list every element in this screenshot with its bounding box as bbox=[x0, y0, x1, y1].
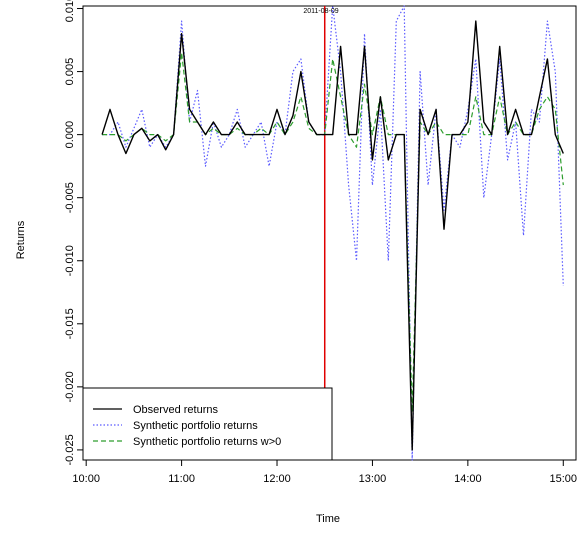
legend-label-synthetic: Synthetic portfolio returns bbox=[133, 420, 258, 432]
series-synthetic-positive-returns bbox=[102, 52, 564, 413]
legend-box bbox=[82, 387, 333, 461]
y-tick-label: -0.025 bbox=[64, 434, 76, 465]
y-tick-label: -0.010 bbox=[64, 245, 76, 276]
legend: Observed returns Synthetic portfolio ret… bbox=[82, 387, 333, 461]
y-axis-label: Returns bbox=[15, 220, 27, 259]
y-tick-label: 0.000 bbox=[64, 121, 76, 149]
x-tick-label: 13:00 bbox=[359, 473, 387, 485]
x-tick-label: 12:00 bbox=[263, 473, 291, 485]
y-tick-label: -0.020 bbox=[64, 371, 76, 402]
chart-title: 2011-08-09 bbox=[303, 8, 338, 15]
x-tick-label: 15:00 bbox=[550, 473, 578, 485]
legend-label-synthetic-positive: Synthetic portfolio returns w>0 bbox=[133, 436, 281, 448]
y-tick-label: -0.015 bbox=[64, 308, 76, 339]
x-tick-label: 10:00 bbox=[72, 473, 100, 485]
y-tick-label: 0.005 bbox=[64, 58, 76, 86]
legend-label-observed: Observed returns bbox=[133, 404, 218, 416]
x-tick-label: 14:00 bbox=[454, 473, 482, 485]
x-axis-label: Time bbox=[316, 513, 340, 525]
y-tick-label: -0.005 bbox=[64, 182, 76, 213]
y-tick-label: 0.010 bbox=[64, 0, 76, 22]
x-tick-label: 11:00 bbox=[168, 473, 195, 485]
series-observed-returns bbox=[101, 20, 564, 451]
